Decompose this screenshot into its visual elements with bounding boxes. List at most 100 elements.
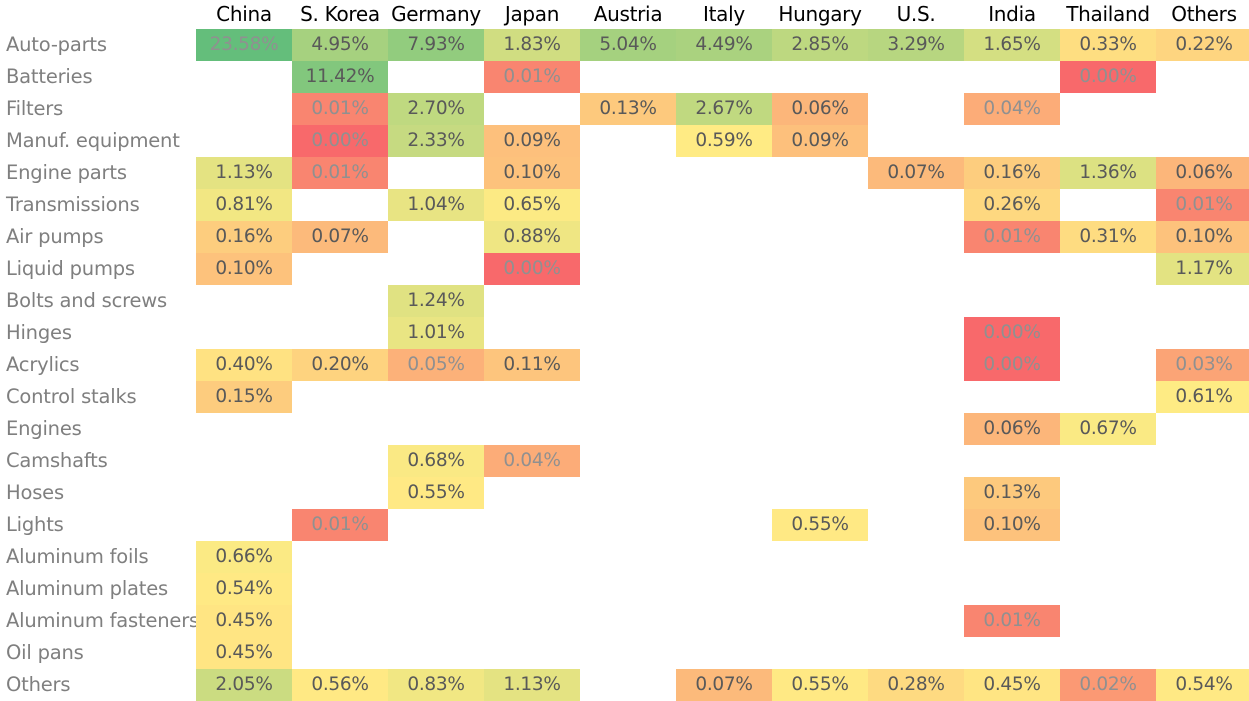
heatmap-cell: 1.01% (388, 317, 484, 349)
heatmap-cell: 2.85% (772, 29, 868, 61)
heatmap-cell: 0.00% (292, 125, 388, 157)
heatmap-cell: 0.45% (196, 605, 292, 637)
heatmap-cell: 0.01% (292, 157, 388, 189)
row-label-filters: Filters (6, 97, 64, 120)
heatmap-cell: 0.10% (1156, 221, 1249, 253)
heatmap-cell: 2.70% (388, 93, 484, 125)
column-header-italy: Italy (703, 2, 745, 26)
heatmap-cell: 0.01% (964, 605, 1060, 637)
heatmap-cell: 0.54% (1156, 669, 1249, 701)
row-label-hinges: Hinges (6, 321, 72, 344)
heatmap-cell: 0.09% (772, 125, 868, 157)
heatmap-cell: 0.45% (964, 669, 1060, 701)
heatmap-cell: 1.83% (484, 29, 580, 61)
heatmap-cell: 0.10% (196, 253, 292, 285)
heatmap-cell: 0.01% (292, 93, 388, 125)
heatmap-cell: 1.36% (1060, 157, 1156, 189)
column-header-china: China (216, 2, 272, 26)
row-label-batteries: Batteries (6, 65, 93, 88)
heatmap-cell: 0.20% (292, 349, 388, 381)
row-label-auto-parts: Auto-parts (6, 33, 107, 56)
heatmap-cell: 2.67% (676, 93, 772, 125)
row-label-engine-parts: Engine parts (6, 161, 127, 184)
row-label-hoses: Hoses (6, 481, 64, 504)
heatmap-cell: 4.95% (292, 29, 388, 61)
heatmap-cell: 0.56% (292, 669, 388, 701)
heatmap-cell: 0.83% (388, 669, 484, 701)
row-label-aluminum-foils: Aluminum foils (6, 545, 149, 568)
heatmap-cell: 0.01% (1156, 189, 1249, 221)
heatmap-cell: 0.07% (868, 157, 964, 189)
heatmap-cell: 23.58% (196, 29, 292, 61)
heatmap-cell: 0.06% (964, 413, 1060, 445)
heatmap-cell: 1.04% (388, 189, 484, 221)
heatmap-cell: 0.04% (964, 93, 1060, 125)
row-label-others: Others (6, 673, 71, 696)
row-label-transmissions: Transmissions (6, 193, 140, 216)
heatmap-cell: 0.00% (964, 317, 1060, 349)
heatmap-cell: 0.22% (1156, 29, 1249, 61)
heatmap-cell: 0.26% (964, 189, 1060, 221)
heatmap-cell: 0.13% (964, 477, 1060, 509)
column-header-u-s: U.S. (896, 2, 936, 26)
heatmap-cell: 0.10% (484, 157, 580, 189)
heatmap-cell: 0.07% (676, 669, 772, 701)
heatmap-cell: 1.24% (388, 285, 484, 317)
row-label-camshafts: Camshafts (6, 449, 108, 472)
row-label-engines: Engines (6, 417, 82, 440)
heatmap-cell: 1.17% (1156, 253, 1249, 285)
heatmap-cell: 0.01% (964, 221, 1060, 253)
heatmap-cell: 0.54% (196, 573, 292, 605)
heatmap-cell: 0.28% (868, 669, 964, 701)
heatmap-cell: 0.88% (484, 221, 580, 253)
heatmap-cell: 0.00% (964, 349, 1060, 381)
heatmap-cell: 0.81% (196, 189, 292, 221)
heatmap-cell: 0.16% (964, 157, 1060, 189)
heatmap-cell: 0.04% (484, 445, 580, 477)
heatmap-cell: 0.06% (772, 93, 868, 125)
heatmap-cell: 0.10% (964, 509, 1060, 541)
heatmap-cell: 0.00% (1060, 61, 1156, 93)
heatmap-cell: 0.55% (388, 477, 484, 509)
heatmap-cell: 0.00% (484, 253, 580, 285)
row-label-liquid-pumps: Liquid pumps (6, 257, 135, 280)
row-label-air-pumps: Air pumps (6, 225, 104, 248)
column-header-others: Others (1171, 2, 1237, 26)
heatmap-cell: 0.33% (1060, 29, 1156, 61)
heatmap-cell: 0.61% (1156, 381, 1249, 413)
row-label-oil-pans: Oil pans (6, 641, 84, 664)
heatmap-cell: 1.13% (196, 157, 292, 189)
row-label-control-stalks: Control stalks (6, 385, 137, 408)
column-header-austria: Austria (593, 2, 663, 26)
column-header-s-korea: S. Korea (300, 2, 380, 26)
heatmap-cell: 0.15% (196, 381, 292, 413)
heatmap-cell: 0.13% (580, 93, 676, 125)
heatmap-cell: 0.31% (1060, 221, 1156, 253)
heatmap-cell: 0.01% (484, 61, 580, 93)
heatmap-cell: 1.13% (484, 669, 580, 701)
heatmap-cell: 0.65% (484, 189, 580, 221)
heatmap-cell: 0.03% (1156, 349, 1249, 381)
heatmap-cell: 0.67% (1060, 413, 1156, 445)
heatmap-cell: 4.49% (676, 29, 772, 61)
heatmap-cell: 3.29% (868, 29, 964, 61)
column-header-thailand: Thailand (1066, 2, 1150, 26)
heatmap-cell: 0.59% (676, 125, 772, 157)
heatmap-cell: 0.68% (388, 445, 484, 477)
column-header-india: India (988, 2, 1036, 26)
row-label-aluminum-fasteners: Aluminum fasteners (6, 609, 199, 632)
heatmap-cell: 0.02% (1060, 669, 1156, 701)
heatmap-cell: 0.55% (772, 669, 868, 701)
heatmap-cell: 11.42% (292, 61, 388, 93)
column-header-hungary: Hungary (778, 2, 862, 26)
column-header-japan: Japan (504, 2, 560, 26)
heatmap-cell: 0.06% (1156, 157, 1249, 189)
heatmap-cell: 0.66% (196, 541, 292, 573)
row-label-manuf-equipment: Manuf. equipment (6, 129, 180, 152)
heatmap-cell: 0.05% (388, 349, 484, 381)
heatmap-cell: 0.07% (292, 221, 388, 253)
heatmap-cell: 0.45% (196, 637, 292, 669)
heatmap-cell: 0.16% (196, 221, 292, 253)
row-label-bolts-and-screws: Bolts and screws (6, 289, 167, 312)
